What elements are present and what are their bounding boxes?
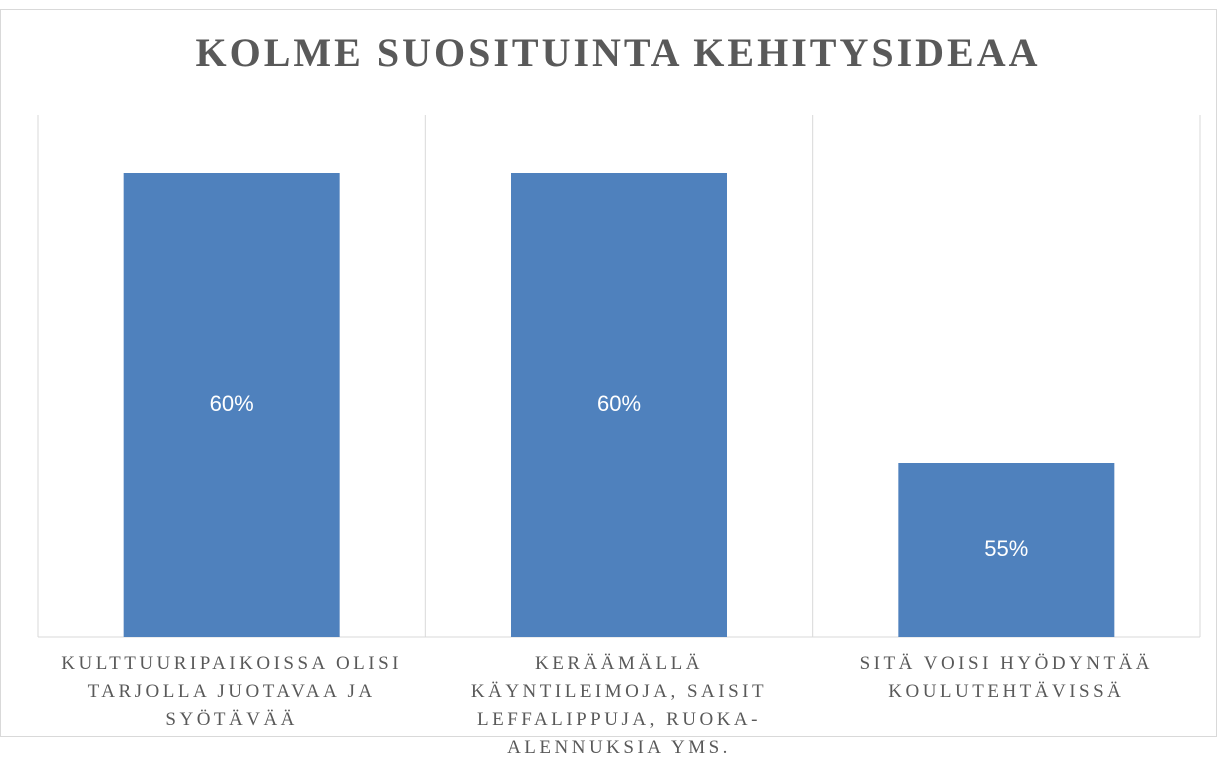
data-label: 55%: [984, 536, 1028, 561]
bar: [511, 173, 727, 637]
bar: [898, 463, 1115, 637]
x-tick-label: KULTTUURIPAIKOISSA OLISI TARJOLLA JUOTAV…: [61, 653, 403, 730]
data-label: 60%: [597, 391, 641, 416]
x-tick-label: KERÄÄMÄLLÄ KÄYNTILEIMOJA, SAISIT LEFFALI…: [470, 653, 768, 758]
bar: [123, 173, 340, 637]
page: KOLME SUOSITUINTA KEHITYSIDEAA 60% 60% 55%…: [0, 9, 1217, 758]
x-tick-label: SITÄ VOISI HYÖDYNTÄÄ KOULUTEHTÄVISSÄ: [859, 653, 1154, 702]
data-label: 60%: [210, 391, 254, 416]
chart-title: KOLME SUOSITUINTA KEHITYSIDEAA: [196, 30, 1041, 75]
chart: KOLME SUOSITUINTA KEHITYSIDEAA 60% 60% 55%: [0, 9, 1217, 737]
